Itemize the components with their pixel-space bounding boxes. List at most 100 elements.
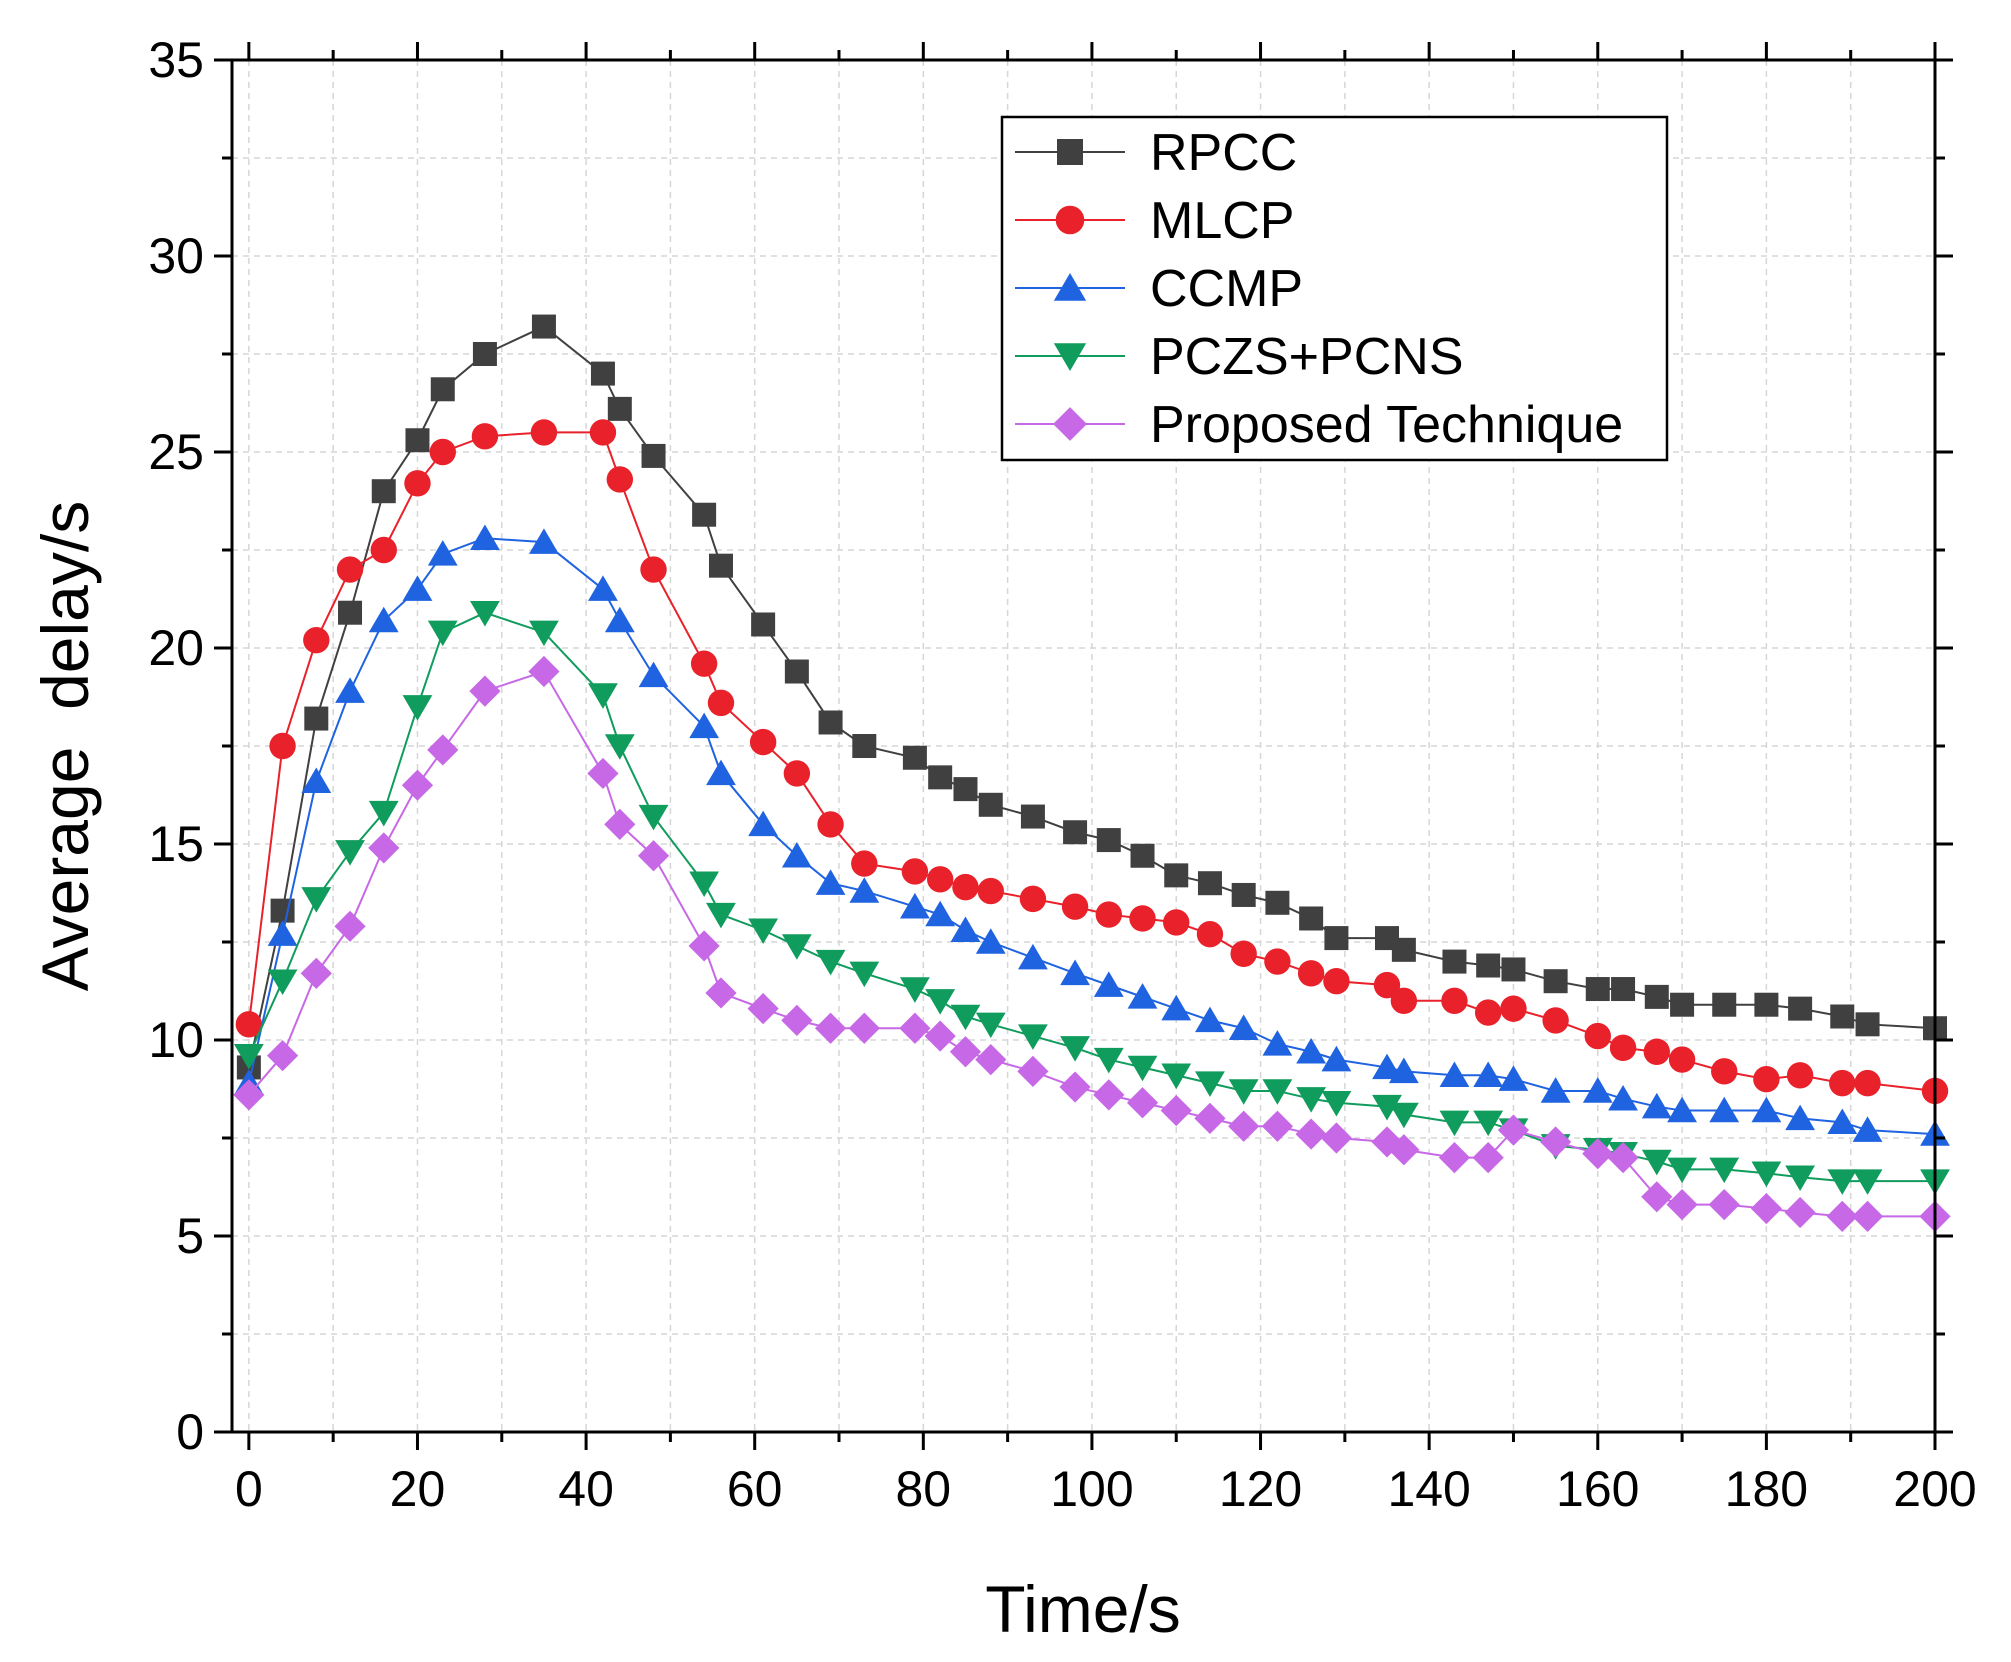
data-point-triangle-down [1667, 1157, 1697, 1184]
data-point-triangle-down [815, 949, 846, 976]
legend-marker [1055, 205, 1085, 235]
data-point-diamond [587, 757, 619, 790]
data-point-square [270, 898, 295, 923]
data-point-triangle-up [1195, 1006, 1225, 1033]
data-point-square [1391, 937, 1416, 962]
data-point-triangle-down [470, 600, 500, 627]
data-point-triangle-down [1827, 1169, 1858, 1195]
data-point-triangle-down [748, 918, 779, 945]
data-point-diamond [1261, 1110, 1294, 1142]
data-point-circle [1474, 999, 1502, 1026]
legend-marker [1053, 407, 1087, 441]
data-point-triangle-up [1262, 1030, 1293, 1056]
data-point-circle [640, 556, 667, 583]
data-point-diamond [1784, 1196, 1816, 1229]
data-point-triangle-down [638, 804, 669, 831]
data-point-diamond [1540, 1126, 1572, 1158]
data-point-circle [269, 732, 296, 760]
data-point-triangle-down [1321, 1090, 1352, 1117]
data-point-triangle-up [604, 606, 635, 633]
data-point-diamond [1295, 1118, 1327, 1150]
x-tick-label: 60 [727, 1461, 783, 1517]
data-point-diamond [1851, 1200, 1884, 1232]
data-point-square [1476, 953, 1501, 978]
data-point-diamond [1194, 1102, 1226, 1134]
data-point-circle [1323, 968, 1350, 995]
data-point-triangle-up [1018, 943, 1048, 970]
x-tick-label: 20 [390, 1461, 446, 1517]
data-point-diamond [899, 1012, 931, 1044]
series-proposed-technique [233, 655, 1951, 1232]
data-point-diamond [300, 957, 332, 989]
data-point-square [978, 792, 1003, 817]
legend: RPCC MLCP CCMP PCZS+PCNS Proposed Technique [1000, 115, 1669, 462]
data-point-circle [1609, 1034, 1637, 1062]
data-point-square [928, 765, 953, 790]
data-point-triangle-down [1388, 1102, 1419, 1129]
data-point-square [1063, 820, 1088, 845]
data-point-triangle-up [1827, 1108, 1858, 1135]
data-point-diamond [747, 993, 779, 1025]
data-point-square [1855, 1012, 1880, 1037]
data-point-square [1299, 906, 1324, 931]
x-axis-title: Time/s [985, 1572, 1181, 1646]
data-point-circle [530, 419, 558, 446]
data-point-diamond [1750, 1192, 1782, 1225]
data-point-triangle-down [1127, 1055, 1158, 1082]
data-point-circle [1668, 1046, 1696, 1073]
data-point-diamond [1320, 1122, 1353, 1154]
data-point-triangle-up [1582, 1077, 1613, 1103]
data-point-triangle-up [588, 575, 618, 601]
data-point-square [751, 612, 776, 637]
data-point-triangle-down [1093, 1047, 1124, 1074]
x-tick-label: 0 [235, 1461, 263, 1517]
data-point-square [1020, 804, 1045, 829]
data-point-diamond [781, 1004, 813, 1036]
data-point-square [1096, 828, 1121, 853]
data-point-triangle-down [427, 620, 458, 647]
data-point-triangle-down [781, 934, 812, 960]
x-tick-label: 160 [1556, 1461, 1639, 1517]
data-point-triangle-up [689, 712, 720, 739]
data-point-triangle-down [1709, 1157, 1740, 1184]
data-point-circle [1129, 905, 1156, 932]
data-point-triangle-down [267, 969, 298, 995]
data-point-square [405, 428, 430, 453]
data-point-triangle-down [588, 683, 618, 709]
data-point-triangle-down [1296, 1087, 1327, 1113]
legend-item: Proposed Technique [1015, 396, 1623, 454]
data-point-triangle-up [781, 841, 812, 868]
data-point-circle [1264, 948, 1291, 975]
data-point-triangle-down [1228, 1079, 1259, 1105]
data-point-square [1501, 957, 1526, 982]
data-point-square [1670, 992, 1695, 1017]
data-point-triangle-down [849, 961, 880, 988]
y-tick-label: 25 [148, 424, 204, 480]
data-point-square [1130, 843, 1155, 868]
y-tick-label: 30 [148, 228, 204, 284]
data-point-circle [589, 419, 617, 446]
data-point-triangle-down [1785, 1165, 1816, 1191]
data-point-triangle-down [368, 800, 399, 827]
data-point-circle [783, 760, 811, 787]
data-point-triangle-down [1018, 1024, 1048, 1050]
data-point-triangle-up [925, 900, 956, 927]
data-point-square [1442, 949, 1467, 974]
data-point-circle [1163, 909, 1190, 936]
data-point-circle [471, 423, 499, 450]
data-point-square [852, 734, 877, 758]
y-axis-title: Average delay/s [28, 501, 102, 991]
legend-item: CCMP [1015, 260, 1303, 318]
data-point-circle [1500, 995, 1527, 1022]
data-point-circle [1441, 987, 1468, 1014]
data-point-circle [977, 877, 1004, 905]
data-point-diamond [1582, 1138, 1614, 1170]
data-point-diamond [334, 910, 366, 942]
x-tick-label: 200 [1893, 1461, 1976, 1517]
data-point-triangle-down [689, 871, 720, 897]
data-point-circle [404, 470, 431, 497]
series-ccmp [233, 524, 1950, 1146]
data-point-circle [690, 650, 718, 677]
data-point-diamond [848, 1012, 880, 1044]
